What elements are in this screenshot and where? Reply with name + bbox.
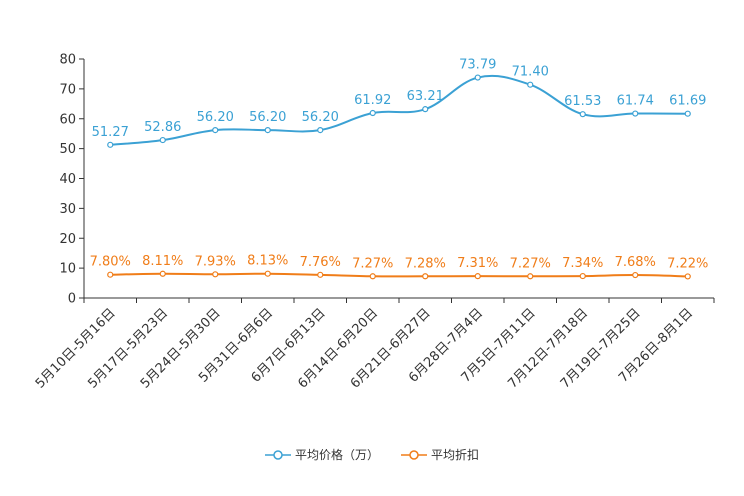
series-0-data-label: 71.40 (512, 65, 549, 80)
series-0-data-label: 61.69 (669, 94, 706, 109)
series-1-point[interactable] (684, 273, 691, 280)
series-0-point[interactable] (264, 127, 271, 134)
series-0-point[interactable] (474, 74, 481, 81)
series-1-point[interactable] (632, 271, 639, 279)
series-0-point[interactable] (212, 127, 219, 134)
series-1-data-label: 7.34% (562, 256, 603, 271)
series-1-data-label: 7.31% (457, 256, 498, 271)
legend-item-price[interactable]: 平均价格（万） (264, 446, 379, 463)
series-1-data-label: 7.28% (405, 256, 446, 271)
series-0-data-label: 73.79 (459, 58, 496, 73)
y-tick-label: 20 (59, 232, 76, 247)
series-1-line (110, 272, 688, 278)
series-1: 7.80% 8.11% 7.93% 8.13% 7.76% 7.27% 7.28% 7.31%… (90, 254, 708, 280)
legend: 平均价格（万） 平均折扣 (0, 446, 744, 463)
series-1-point[interactable] (159, 270, 166, 277)
series-1-point[interactable] (474, 273, 481, 280)
series-1-point[interactable] (579, 272, 586, 280)
series-1-point[interactable] (527, 273, 534, 280)
legend-item-discount[interactable]: 平均折扣 (401, 446, 479, 463)
series-0-point[interactable] (527, 81, 534, 88)
y-tick-label: 0 (68, 292, 76, 307)
series-0-point[interactable] (632, 110, 639, 117)
series-0-data-label: 56.20 (197, 110, 234, 125)
series-layer: 51.27 52.86 56.20 56.20 56.20 61.92 63.21 73.79… (90, 58, 708, 280)
series-0-point[interactable] (369, 109, 376, 117)
y-tick-label: 10 (59, 262, 76, 277)
y-tick-label: 30 (59, 202, 76, 217)
series-0-data-label: 52.86 (144, 120, 181, 135)
series-0-data-label: 61.92 (354, 93, 391, 108)
series-0-data-label: 56.20 (249, 110, 286, 125)
series-1-point[interactable] (107, 271, 114, 278)
series-1-data-label: 7.93% (195, 254, 236, 269)
series-0-point[interactable] (159, 136, 166, 144)
series-1-data-label: 7.27% (352, 256, 393, 271)
series-1-data-label: 7.76% (300, 255, 341, 270)
series-0-data-label: 51.27 (92, 125, 129, 140)
series-0-point[interactable] (684, 110, 691, 117)
series-0-data-label: 61.53 (564, 94, 601, 109)
series-1-point[interactable] (317, 271, 324, 278)
series-1-point[interactable] (212, 271, 219, 278)
y-tick-label: 60 (59, 112, 76, 127)
legend-price-line-icon (264, 449, 291, 460)
series-0-data-label: 56.20 (302, 110, 339, 125)
series-1-data-label: 8.13% (247, 254, 288, 269)
series-0-point[interactable] (579, 111, 586, 118)
legend-price-label: 平均价格（万） (294, 448, 379, 462)
series-1-point[interactable] (264, 270, 271, 277)
legend-discount-line-icon (401, 449, 427, 460)
series-0-line (110, 74, 688, 146)
series-1-point[interactable] (422, 273, 429, 280)
series-0: 51.27 52.86 56.20 56.20 56.20 61.92 63.21 73.79… (92, 58, 706, 148)
y-tick-label: 50 (59, 142, 76, 157)
series-0-point[interactable] (422, 106, 429, 113)
series-1-data-label: 7.68% (615, 255, 656, 270)
y-tick-label: 40 (59, 172, 76, 187)
y-tick-label: 70 (59, 82, 76, 97)
series-1-point[interactable] (369, 273, 376, 280)
series-0-data-label: 63.21 (407, 89, 444, 104)
series-0-point[interactable] (317, 127, 324, 134)
series-0-point[interactable] (107, 141, 114, 148)
legend-discount-label: 平均折扣 (431, 448, 480, 462)
series-1-data-label: 7.80% (90, 255, 131, 270)
series-1-data-label: 7.27% (510, 256, 551, 271)
series-0-data-label: 61.74 (617, 94, 654, 109)
y-tick-label: 80 (59, 53, 76, 68)
series-1-data-label: 8.11% (142, 254, 183, 269)
series-1-data-label: 7.22% (667, 256, 708, 271)
